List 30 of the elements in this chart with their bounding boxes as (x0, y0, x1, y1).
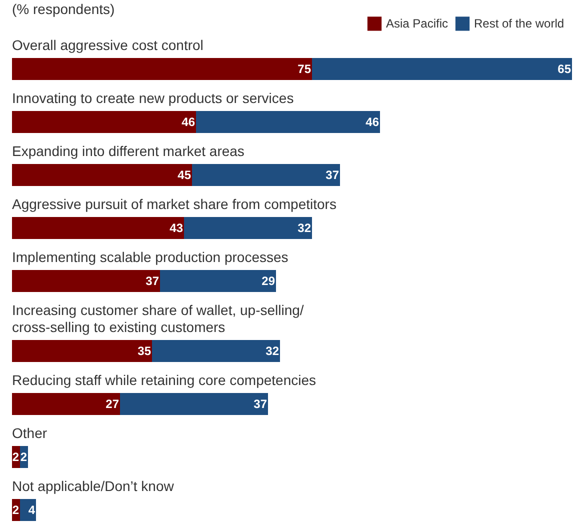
legend-label: Asia Pacific (386, 16, 448, 31)
data-label: 29 (262, 274, 276, 288)
data-label: 65 (558, 62, 572, 76)
data-label: 2 (20, 450, 28, 464)
y-tick-label: Increasing customer share of wallet, up-selling/ cross-selling to existing customers (12, 302, 304, 335)
data-label: 2 (12, 503, 20, 517)
y-tick-label: Implementing scalable production processes (12, 249, 288, 265)
legend-label: Rest of the world (474, 16, 564, 31)
data-label: 37 (254, 397, 268, 411)
chart-subtitle: (% respondents) (12, 1, 115, 17)
data-label: 45 (178, 168, 192, 182)
y-tick-label: Overall aggressive cost control (12, 37, 204, 53)
data-label: 75 (298, 62, 312, 76)
y-tick-label: Innovating to create new products or services (12, 90, 294, 106)
y-tick-label: Not applicable/Don’t know (12, 478, 175, 494)
data-label: 43 (170, 221, 184, 235)
data-label: 27 (106, 397, 120, 411)
data-label: 46 (366, 115, 380, 129)
data-label: 2 (12, 450, 20, 464)
y-tick-label: Reducing staff while retaining core competencies (12, 372, 316, 388)
data-label: 46 (182, 115, 196, 129)
y-tick-label: Aggressive pursuit of market share from competitors (12, 196, 336, 212)
data-label: 37 (146, 274, 160, 288)
data-label: 37 (326, 168, 340, 182)
data-label: 32 (298, 221, 312, 235)
data-label: 32 (266, 344, 280, 358)
data-label: 4 (28, 503, 36, 517)
y-tick-label: Expanding into different market areas (12, 143, 244, 159)
data-label: 35 (138, 344, 152, 358)
y-tick-label: Other (12, 425, 48, 441)
